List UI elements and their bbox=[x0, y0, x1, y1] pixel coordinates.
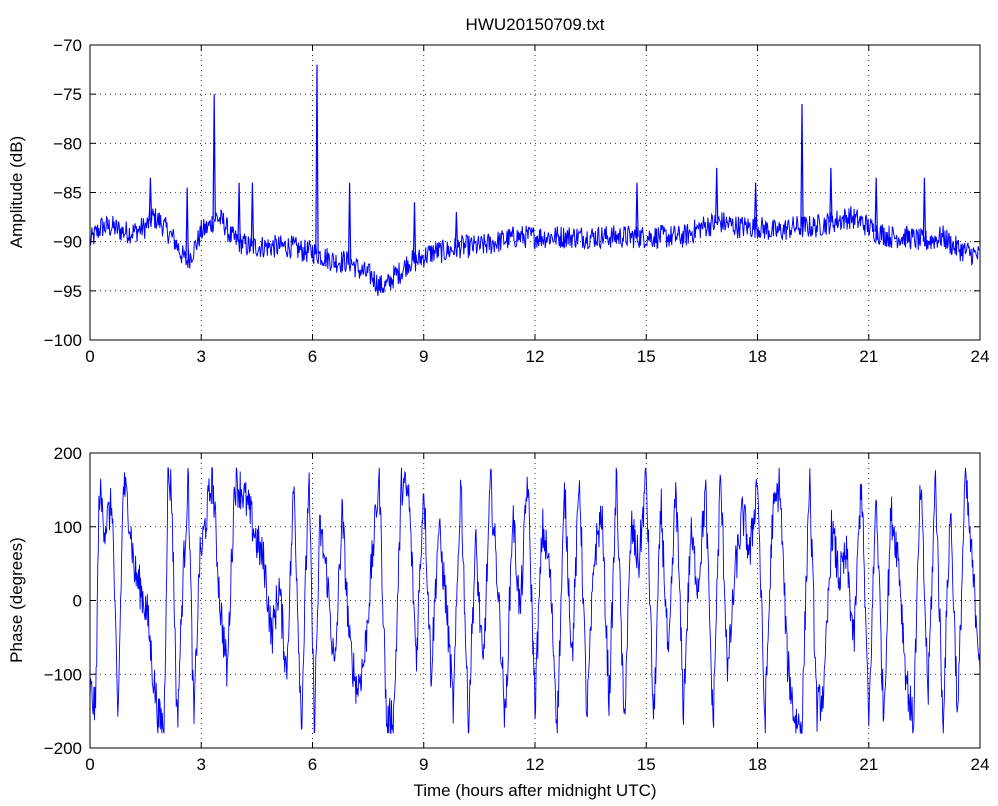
amplitude-peak bbox=[753, 182, 758, 227]
x-tick-label: 24 bbox=[971, 755, 990, 774]
amplitude-peak bbox=[412, 202, 417, 262]
x-tick-label: 18 bbox=[748, 347, 767, 366]
x-tick-label: 15 bbox=[637, 347, 656, 366]
phase-series-line bbox=[89, 467, 981, 734]
x-tick-label: 21 bbox=[859, 347, 878, 366]
amplitude-peak bbox=[635, 182, 639, 237]
amplitude-peak bbox=[454, 212, 459, 249]
amplitude-peak bbox=[237, 182, 241, 243]
amplitude-peak bbox=[347, 182, 352, 262]
amplitude-peak bbox=[874, 177, 878, 232]
amplitude-peak bbox=[148, 177, 153, 221]
phase-y-axis-label: Phase (degrees) bbox=[7, 537, 26, 663]
x-tick-label: 18 bbox=[748, 755, 767, 774]
x-tick-label: 3 bbox=[197, 755, 206, 774]
x-tick-label: 6 bbox=[308, 755, 317, 774]
phase-x-axis-label: Time (hours after midnight UTC) bbox=[413, 781, 656, 800]
y-tick-label: −95 bbox=[53, 282, 82, 301]
amplitude-peak bbox=[715, 167, 719, 224]
chart-title: HWU20150709.txt bbox=[466, 15, 605, 34]
amplitude-y-axis-label: Amplitude (dB) bbox=[7, 136, 26, 248]
amplitude-peak bbox=[922, 177, 927, 242]
amplitude-ticks: 0 3 6 9 12 15 18 21 24 −70 −75 −80 −85 −90 −95 −100 bbox=[44, 36, 990, 366]
amplitude-peak bbox=[250, 182, 255, 247]
phase-ticks: 0 3 6 9 12 15 18 21 24 200 100 0 −100 −200 bbox=[44, 444, 990, 774]
amplitude-peak bbox=[829, 167, 833, 223]
y-tick-label: 0 bbox=[73, 592, 82, 611]
x-tick-label: 15 bbox=[637, 755, 656, 774]
amplitude-peak bbox=[212, 94, 216, 220]
amplitude-series-line bbox=[89, 64, 981, 296]
x-tick-label: 3 bbox=[197, 347, 206, 366]
x-tick-label: 12 bbox=[526, 347, 545, 366]
y-tick-label: −100 bbox=[44, 665, 82, 684]
amplitude-peak bbox=[185, 187, 189, 261]
x-tick-label: 0 bbox=[85, 347, 94, 366]
amplitude-peak bbox=[315, 64, 319, 254]
y-tick-label: −200 bbox=[44, 739, 82, 758]
y-tick-label: −75 bbox=[53, 85, 82, 104]
y-tick-label: −70 bbox=[53, 36, 82, 55]
amplitude-panel: 0 3 6 9 12 15 18 21 24 −70 −75 −80 −85 −90 −95 −100 HWU… bbox=[7, 15, 989, 366]
x-tick-label: 9 bbox=[419, 755, 428, 774]
amplitude-peak bbox=[800, 103, 804, 227]
y-tick-label: −90 bbox=[53, 233, 82, 252]
y-tick-label: −85 bbox=[53, 184, 82, 203]
x-tick-label: 9 bbox=[419, 347, 428, 366]
x-tick-label: 0 bbox=[85, 755, 94, 774]
y-tick-label: 100 bbox=[54, 518, 82, 537]
y-tick-label: −100 bbox=[44, 331, 82, 350]
x-tick-label: 12 bbox=[526, 755, 545, 774]
x-tick-label: 6 bbox=[308, 347, 317, 366]
x-tick-label: 21 bbox=[859, 755, 878, 774]
x-tick-label: 24 bbox=[971, 347, 990, 366]
phase-trace bbox=[89, 467, 981, 734]
y-tick-label: −80 bbox=[53, 134, 82, 153]
phase-panel: 0 3 6 9 12 15 18 21 24 200 100 0 −100 −200 Time (hour… bbox=[7, 444, 989, 800]
y-tick-label: 200 bbox=[54, 444, 82, 463]
